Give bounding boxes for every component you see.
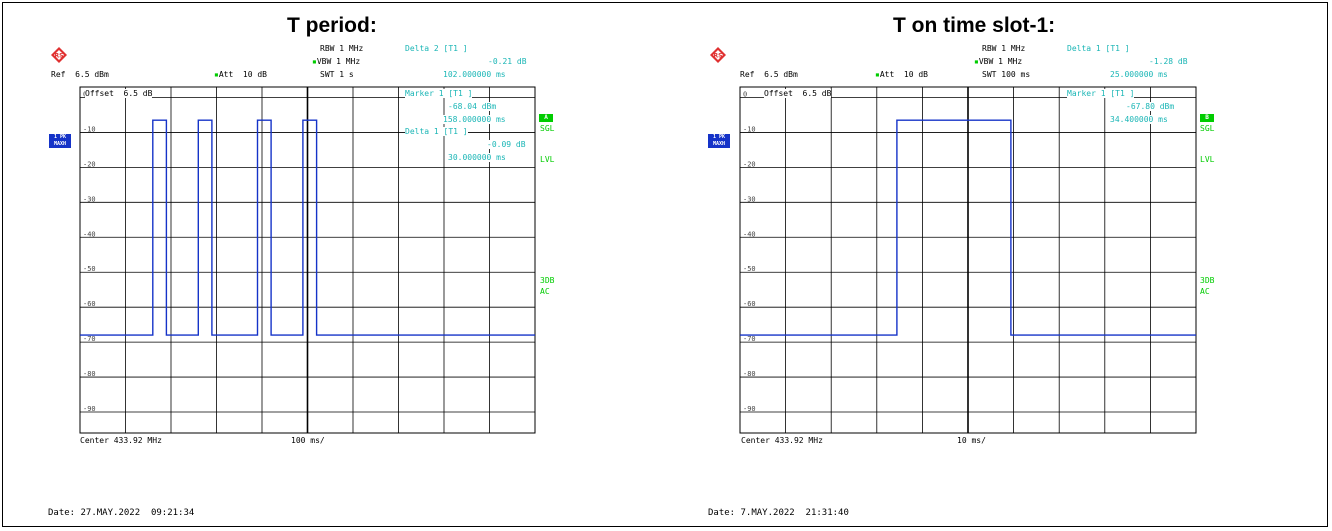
y-tick-label: -40 [743,230,756,238]
spectrum-plot: 0-10-20-30-40-50-60-70-80-90 [79,86,536,434]
y-axis-ticks: 0 -10 -20 -30 -40 -50 -60 -70 -80 -90 [743,90,756,413]
panel-title: T period: [287,14,377,37]
y-tick-label: -50 [83,265,96,273]
delta-db: -1.28 dB [1149,57,1188,66]
indicator-sgl: SGL [540,124,555,133]
indicator-a: A [539,114,553,122]
indicator-ac: AC [1200,287,1210,296]
ref-label: Ref 6.5 dBm [740,70,798,79]
swt-label: SWT 100 ms [982,70,1031,79]
y-tick-label: -80 [743,370,756,378]
y-tick-label: -20 [743,160,756,168]
y-tick-label: -70 [743,335,756,343]
y-tick-label: -10 [743,125,756,133]
trace-group [740,119,1196,336]
delta1-time: 30.000000 ms [448,153,506,162]
swt-label: SWT 1 s [320,70,354,79]
spectrum-plot: 0 -10 -20 -30 -40 -50 -60 -70 -80 -90 [739,86,1197,434]
y-tick-label: 0 [743,90,747,98]
center-frequency: Center 433.92 MHz [741,436,823,445]
vbw-value: VBW 1 MHz [978,57,1023,66]
delta2-time: 102.000000 ms [443,70,506,79]
indicator-sgl: SGL [1200,124,1215,133]
vbw-value: VBW 1 MHz [316,57,361,66]
delta1-db: -0.09 dB [487,140,526,149]
trace-line [80,119,535,336]
indicator-lvl: LVL [1200,155,1215,164]
y-tick-label: -40 [83,230,96,238]
rohde-schwarz-logo-icon: RS [710,47,726,63]
indicator-b: B [1200,114,1214,122]
rbw-label: RBW 1 MHz [982,44,1026,53]
att-value: Att 10 dB [879,70,928,79]
span-per-div: 10 ms/ [957,436,986,445]
trace-badge: 1 PK MAXH [49,134,71,148]
delta1-title: Delta 1 [T1 ] [405,127,468,136]
vbw-label: ▪VBW 1 MHz [312,57,361,66]
vbw-label: ▪VBW 1 MHz [974,57,1023,66]
spectrum-panel-right: T on time slot-1: RS RBW 1 MHz ▪VBW 1 MH… [660,0,1326,531]
y-tick-label: -60 [743,300,756,308]
y-tick-label: -10 [83,125,96,133]
y-tick-label: -70 [83,335,96,343]
marker1-title: Marker 1 [T1 ] [405,89,473,98]
capture-date: Date: 27.MAY.2022 09:21:34 [48,508,195,518]
marker1-title: Marker 1 [T1 ] [1067,89,1135,98]
offset-label: Offset 6.5 dB [764,89,832,98]
y-axis-ticks: 0-10-20-30-40-50-60-70-80-90 [83,90,96,413]
marker1-time: 158.000000 ms [443,115,506,124]
delta-time: 25.000000 ms [1110,70,1168,79]
marker1-dbm: -68.04 dBm [448,102,497,111]
offset-label: Offset 6.5 dB [85,89,153,98]
y-tick-label: -20 [83,160,96,168]
svg-text:RS: RS [714,53,723,60]
y-tick-label: -30 [83,195,96,203]
indicator-3db: 3DB [540,276,555,285]
trace-group [80,119,535,336]
trace-line [740,119,1196,336]
y-tick-label: -80 [83,370,96,378]
plot-grid [79,86,536,434]
indicator-3db: 3DB [1200,276,1215,285]
rohde-schwarz-logo-icon: RS [51,47,67,63]
y-tick-label: -90 [83,405,96,413]
delta2-title: Delta 2 [T1 ] [405,44,468,53]
span-per-div: 100 ms/ [291,436,325,445]
delta-title: Delta 1 [T1 ] [1067,44,1130,53]
att-label: ▪Att 10 dB [214,70,267,79]
panel-title: T on time slot-1: [893,14,1056,37]
indicator-lvl: LVL [540,155,555,164]
svg-text:RS: RS [55,53,64,60]
plot-grid [739,86,1197,434]
capture-date: Date: 7.MAY.2022 21:31:40 [708,508,849,518]
rbw-label: RBW 1 MHz [320,44,364,53]
att-label: ▪Att 10 dB [875,70,928,79]
center-frequency: Center 433.92 MHz [80,436,162,445]
y-tick-label: -90 [743,405,756,413]
att-value: Att 10 dB [218,70,267,79]
delta2-db: -0.21 dB [488,57,527,66]
trace-badge: 1 PK MAXH [708,134,730,148]
y-tick-label: -50 [743,265,756,273]
marker1-dbm: -67.80 dBm [1126,102,1175,111]
ref-label: Ref 6.5 dBm [51,70,109,79]
y-tick-label: -30 [743,195,756,203]
spectrum-panel-left: T period: RS RBW 1 MHz ▪VBW 1 MHz SWT 1 … [48,14,555,518]
indicator-ac: AC [540,287,550,296]
y-tick-label: -60 [83,300,96,308]
marker1-time: 34.400000 ms [1110,115,1168,124]
